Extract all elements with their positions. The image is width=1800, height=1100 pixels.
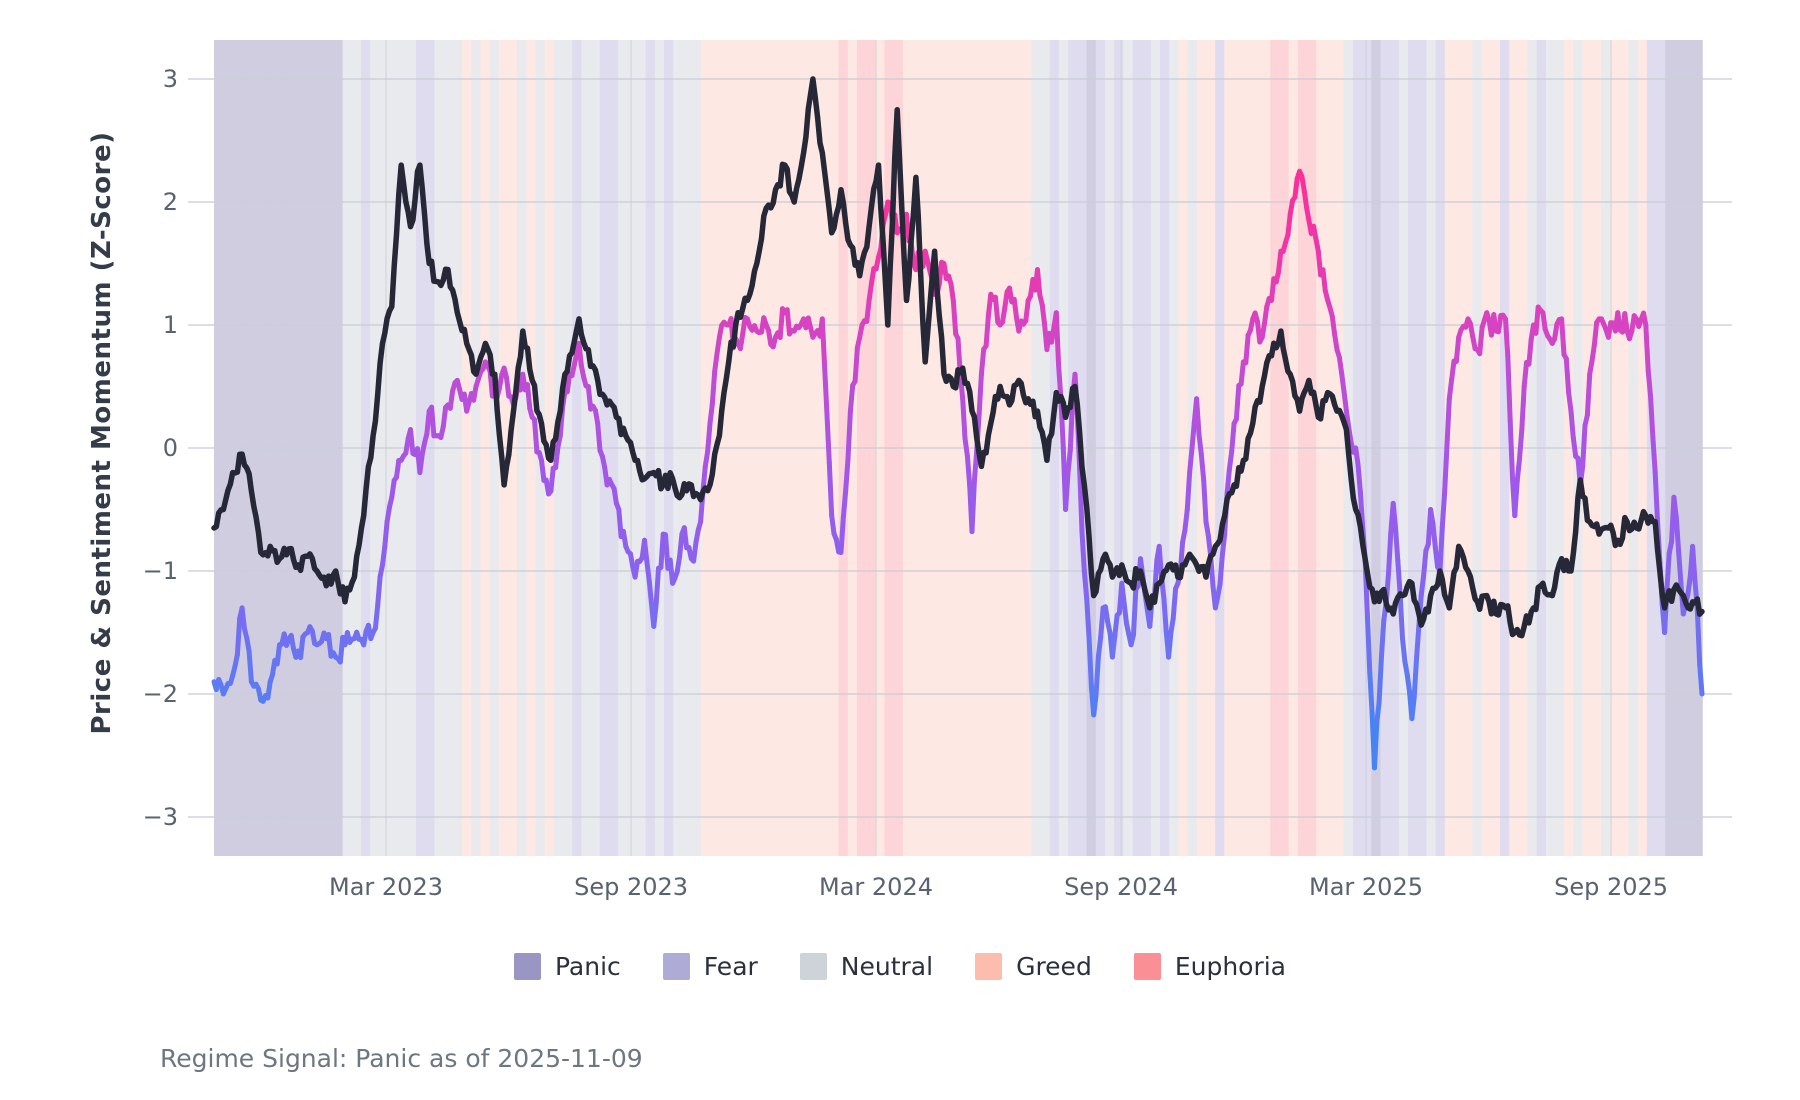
legend: Panic Fear Neutral Greed Euphoria <box>0 952 1800 981</box>
legend-label: Greed <box>1016 952 1092 981</box>
gridlines <box>188 40 1732 856</box>
legend-item-fear: Fear <box>662 952 758 981</box>
legend-swatch <box>513 953 541 980</box>
legend-label: Fear <box>703 952 758 981</box>
price-line <box>211 76 1705 639</box>
x-tick-label: Sep 2024 <box>1064 873 1179 901</box>
legend-label: Euphoria <box>1174 952 1287 981</box>
y-tick-label: −3 <box>142 803 178 831</box>
x-tick-label: Mar 2025 <box>1309 873 1423 901</box>
legend-item-panic: Panic <box>513 952 621 981</box>
legend-item-neutral: Neutral <box>799 952 934 981</box>
legend-swatch <box>1133 953 1161 980</box>
legend-swatch <box>975 953 1003 980</box>
y-tick-label: 3 <box>162 65 178 93</box>
legend-item-euphoria: Euphoria <box>1133 952 1287 981</box>
y-tick-label: −2 <box>142 680 178 708</box>
x-tick-label: Mar 2023 <box>329 873 443 901</box>
y-tick-label: −1 <box>142 557 178 585</box>
regime-signal-caption: Regime Signal: Panic as of 2025-11-09 <box>160 1044 643 1073</box>
y-tick-label: 0 <box>162 434 178 462</box>
y-tick-label: 2 <box>162 188 178 216</box>
x-tick-label: Sep 2025 <box>1554 873 1669 901</box>
x-tick-label: Sep 2023 <box>574 873 689 901</box>
legend-label: Neutral <box>840 952 934 981</box>
sentiment-line <box>211 168 1705 771</box>
x-tick-label: Mar 2024 <box>819 873 933 901</box>
legend-swatch <box>799 953 827 980</box>
y-tick-label: 1 <box>162 311 178 339</box>
legend-swatch <box>662 953 690 980</box>
legend-label: Panic <box>554 952 621 981</box>
legend-item-greed: Greed <box>975 952 1092 981</box>
